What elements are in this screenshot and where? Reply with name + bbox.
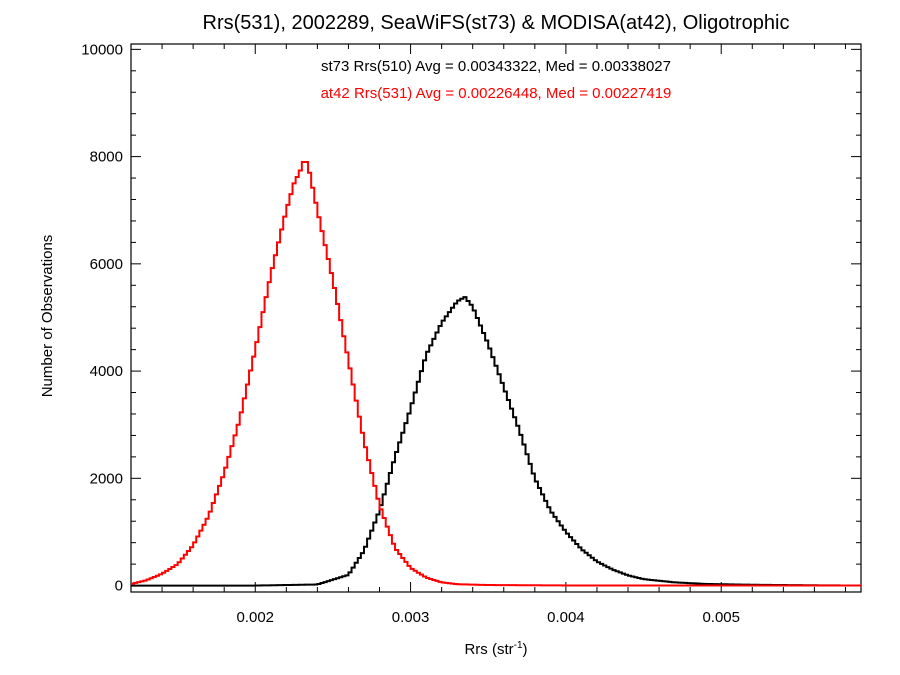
x-axis-label-close: ) <box>523 641 528 658</box>
y-tick-label: 2000 <box>90 470 123 487</box>
series-line-0 <box>131 296 861 587</box>
x-tick-label: 0.002 <box>236 609 274 626</box>
y-tick-label: 6000 <box>90 256 123 273</box>
y-tick-label: 10000 <box>81 41 123 58</box>
y-axis-label: Number of Observations <box>39 235 56 398</box>
x-axis-label: Rrs (str-1) <box>464 640 527 658</box>
x-axis-label-main: Rrs (str <box>464 641 513 658</box>
chart-title: Rrs(531), 2002289, SeaWiFS(st73) & MODIS… <box>203 12 790 34</box>
series-group <box>131 160 861 587</box>
x-axis-label-sup: -1 <box>514 640 523 651</box>
x-tick-label: 0.005 <box>702 609 740 626</box>
series-line-1 <box>131 160 861 587</box>
annotation-st73: st73 Rrs(510) Avg = 0.00343322, Med = 0.… <box>321 58 671 75</box>
y-tick-label: 0 <box>115 578 123 595</box>
annotation-at42: at42 Rrs(531) Avg = 0.00226448, Med = 0.… <box>321 85 672 102</box>
y-tick-label: 8000 <box>90 149 123 166</box>
axes: 0.002 0.003 0.004 0.005 0 2000 4000 6000 8000 100… <box>81 41 862 626</box>
plot-frame <box>130 43 862 593</box>
x-tick-label: 0.004 <box>547 609 585 626</box>
x-tick-label: 0.003 <box>392 609 430 626</box>
y-tick-label: 4000 <box>90 363 123 380</box>
